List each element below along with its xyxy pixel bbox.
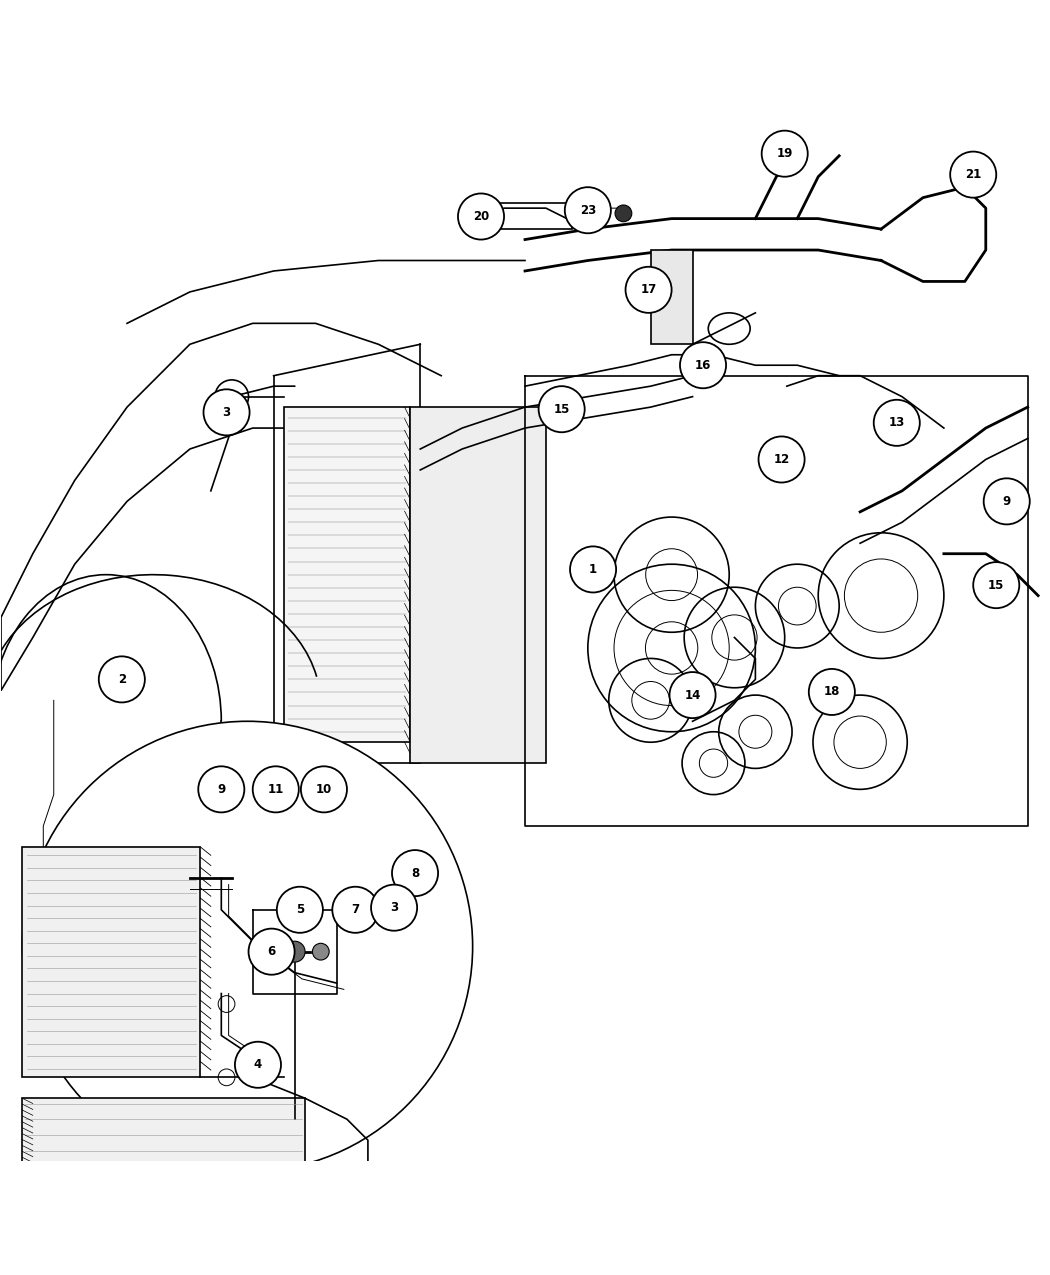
Text: 3: 3 [223, 405, 231, 419]
Circle shape [371, 885, 417, 931]
Circle shape [615, 205, 632, 222]
Circle shape [332, 886, 378, 933]
Circle shape [253, 766, 299, 812]
Text: 6: 6 [268, 945, 276, 959]
Circle shape [539, 386, 585, 432]
Text: 18: 18 [823, 686, 840, 699]
Circle shape [249, 928, 295, 974]
Text: 9: 9 [217, 783, 226, 796]
Circle shape [285, 941, 306, 963]
Bar [410, 407, 546, 764]
Circle shape [99, 657, 145, 703]
Bar [478, 203, 572, 229]
Circle shape [680, 342, 726, 389]
Circle shape [808, 669, 855, 715]
Text: 14: 14 [685, 688, 700, 701]
Circle shape [973, 562, 1020, 608]
Text: 10: 10 [316, 783, 332, 796]
Circle shape [626, 266, 672, 312]
Circle shape [204, 389, 250, 435]
Text: 4: 4 [254, 1058, 262, 1071]
Text: 23: 23 [580, 204, 596, 217]
Text: 19: 19 [777, 147, 793, 161]
Text: 13: 13 [888, 417, 905, 430]
Text: 20: 20 [472, 210, 489, 223]
Text: 15: 15 [988, 579, 1005, 592]
Circle shape [758, 436, 804, 482]
Circle shape [277, 886, 323, 933]
Circle shape [301, 766, 346, 812]
Circle shape [984, 478, 1030, 524]
Circle shape [670, 672, 716, 718]
Text: 21: 21 [965, 168, 982, 181]
Circle shape [235, 1042, 281, 1088]
Text: 8: 8 [411, 867, 419, 880]
Text: 9: 9 [1003, 495, 1011, 507]
Circle shape [761, 130, 807, 177]
Text: 15: 15 [553, 403, 570, 416]
Text: 5: 5 [296, 903, 303, 917]
Circle shape [570, 547, 616, 593]
Circle shape [22, 722, 472, 1172]
Text: 3: 3 [390, 901, 398, 914]
Text: 16: 16 [695, 358, 711, 372]
Circle shape [874, 400, 920, 446]
Bar [651, 250, 693, 344]
Text: 11: 11 [268, 783, 284, 796]
Circle shape [392, 850, 438, 896]
Circle shape [950, 152, 996, 198]
Circle shape [565, 187, 611, 233]
Bar [22, 1098, 306, 1172]
Text: 2: 2 [118, 673, 126, 686]
Text: 17: 17 [640, 283, 656, 296]
Text: 7: 7 [352, 903, 359, 917]
Text: 1: 1 [589, 564, 597, 576]
Circle shape [313, 944, 329, 960]
Circle shape [198, 766, 245, 812]
Bar [285, 407, 410, 742]
Circle shape [458, 194, 504, 240]
Text: 12: 12 [774, 453, 790, 465]
Bar [22, 847, 201, 1077]
